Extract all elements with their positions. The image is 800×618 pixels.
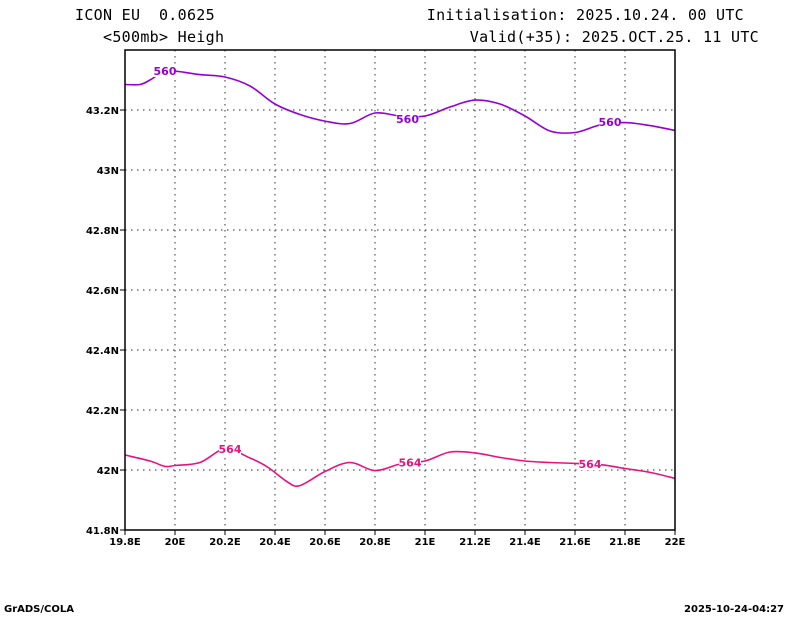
contour-label: 560 [154, 65, 177, 78]
x-tick-label: 22E [665, 537, 686, 548]
y-tick-label: 42.6N [86, 286, 119, 297]
contour-label: 564 [579, 458, 602, 471]
contour-lines: 560 560 560 564 564 564 [124, 65, 676, 488]
contour-label-bg [579, 458, 601, 470]
footer-left: GrADS/COLA [4, 604, 74, 615]
contour-label: 564 [399, 457, 422, 470]
contour-label-bg [399, 456, 421, 469]
y-tick-label: 42.2N [86, 406, 119, 417]
field-title: <500mb> Heigh [103, 28, 225, 46]
y-tick-label: 42N [97, 466, 119, 477]
x-tick-label: 21.6E [559, 537, 591, 548]
x-tick-label: 21.4E [509, 537, 541, 548]
x-tick-label: 21E [415, 537, 436, 548]
contour-label: 560 [396, 113, 419, 126]
y-tick-label: 43N [97, 166, 119, 177]
y-tick-label: 42.4N [86, 346, 119, 357]
contour-label-bg [154, 65, 176, 77]
x-tick-label: 19.8E [109, 537, 141, 548]
y-tick-label: 41.8N [86, 526, 119, 537]
x-tick-label: 20.2E [209, 537, 241, 548]
y-tick-label: 43.2N [86, 106, 119, 117]
contour-label-bg [599, 116, 621, 128]
x-tick-label: 21.8E [609, 537, 641, 548]
model-title: ICON EU 0.0625 [75, 6, 215, 24]
contour-label: 564 [219, 443, 242, 456]
valid-time: Valid(+35): 2025.OCT.25. 11 UTC [469, 28, 759, 46]
axis-ticks: 19.8E 20E 20.2E 20.4E 20.6E 20.8E 21E 21.2E 21.4… [86, 106, 686, 548]
footer-right: 2025-10-24-04:27 [684, 604, 784, 615]
y-tick-label: 42.8N [86, 226, 119, 237]
contour-label-bg [396, 113, 419, 125]
x-tick-label: 20.8E [359, 537, 391, 548]
contour-564 [124, 448, 676, 488]
grid-lines [125, 50, 675, 530]
x-tick-label: 20.6E [309, 537, 341, 548]
x-tick-label: 20E [165, 537, 186, 548]
contour-label-bg [219, 443, 241, 455]
contour-label: 560 [599, 116, 622, 129]
x-tick-label: 20.4E [259, 537, 291, 548]
init-time: Initialisation: 2025.10.24. 00 UTC [426, 6, 744, 24]
x-tick-label: 21.2E [459, 537, 491, 548]
